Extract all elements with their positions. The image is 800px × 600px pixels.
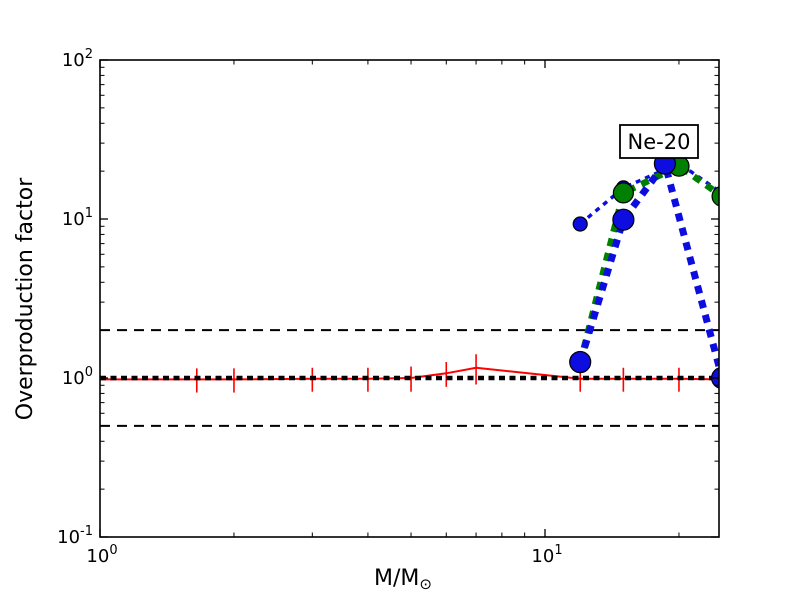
data-point-marker	[569, 350, 592, 374]
plot-frame	[99, 59, 720, 538]
data-point-marker	[572, 216, 588, 232]
plot-area	[99, 59, 720, 538]
annotation-text: Ne-20	[628, 130, 691, 154]
reference-lines	[100, 329, 719, 427]
annotation-ne20: Ne-20	[619, 124, 699, 159]
series-layer	[100, 152, 719, 427]
series-blue-thin-dotted	[572, 155, 719, 232]
data-point-marker	[711, 186, 719, 207]
data-point-marker	[612, 182, 635, 204]
x-tick-label-10: 101	[531, 543, 562, 567]
annotation-box	[619, 124, 699, 159]
y-axis-label: Overproduction factor	[13, 177, 38, 420]
series-line	[579, 161, 719, 226]
data-point-marker	[612, 208, 635, 231]
y-tick-label-1: 100	[62, 365, 93, 389]
y-tick-label-10: 101	[62, 206, 93, 230]
series-green-thick-dotted	[569, 155, 719, 374]
x-tick-label-1: 100	[86, 543, 117, 567]
series-red-solid-errorbar	[100, 354, 719, 393]
y-tick-label-0p1: 10-1	[57, 524, 93, 548]
series-line	[577, 162, 719, 364]
y-tick-label-100: 102	[62, 47, 93, 71]
series-line	[576, 155, 719, 379]
x-axis-label: M/M⊙	[374, 566, 432, 593]
